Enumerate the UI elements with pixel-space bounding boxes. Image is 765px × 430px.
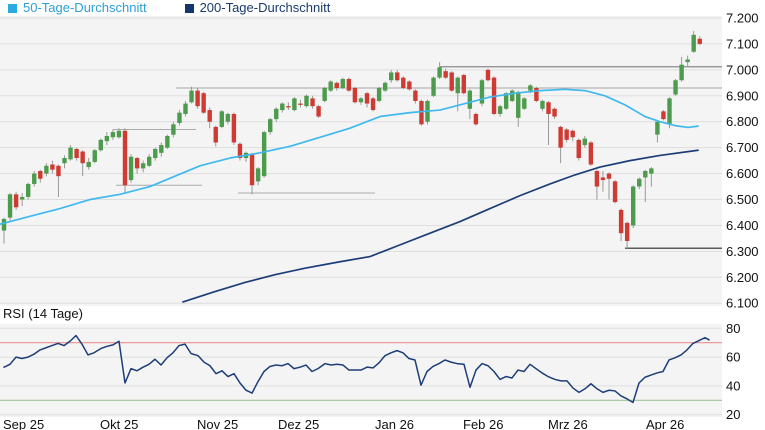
price-tick-label: 6.100 <box>726 296 759 311</box>
gridlines <box>0 17 722 416</box>
support-resistance-lines <box>113 66 722 250</box>
ma200-line <box>182 149 699 303</box>
price-tick-label: 7.100 <box>726 36 759 51</box>
month-axis-labels: Sep 25 Okt 25 Nov 25 Dez 25 Jan 26 Feb 26 Mrz … <box>3 417 684 430</box>
price-tick-label: 6.200 <box>726 270 759 285</box>
rsi-tick-label: 40 <box>726 378 740 393</box>
legend-item-ma200: 200-Tage-Durchschnitt <box>184 0 331 15</box>
price-tick-label: 7.200 <box>726 11 759 26</box>
price-tick-label: 6.800 <box>726 114 759 129</box>
ma50-line <box>0 88 699 225</box>
ma200-legend-label: 200-Tage-Durchschnitt <box>199 0 331 15</box>
month-tick-label: Jan 26 <box>375 417 414 430</box>
month-tick-label: Mrz 26 <box>548 417 588 430</box>
month-tick-label: Dez 25 <box>278 417 319 430</box>
price-tick-label: 6.500 <box>726 192 759 207</box>
month-tick-label: Nov 25 <box>197 417 238 430</box>
rsi-threshold-lines <box>0 342 722 401</box>
rsi-axis-labels: 80 60 40 20 <box>726 321 740 422</box>
price-tick-label: 6.700 <box>726 140 759 155</box>
month-tick-label: Feb 26 <box>463 417 503 430</box>
chart-legend: 50-Tage-Durchschnitt 200-Tage-Durchschni… <box>0 0 765 16</box>
rsi-tick-label: 60 <box>726 350 740 365</box>
rsi-tick-label: 80 <box>726 321 740 336</box>
price-tick-label: 6.900 <box>726 88 759 103</box>
rsi-line <box>3 334 710 404</box>
legend-item-ma50: 50-Tage-Durchschnitt <box>8 1 147 15</box>
ma50-swatch-icon <box>8 3 17 13</box>
month-tick-label: Sep 25 <box>3 417 44 430</box>
ma200-swatch-icon <box>184 3 194 13</box>
month-tick-label: Okt 25 <box>100 417 138 430</box>
rsi-panel-title: RSI (14 Tage) <box>3 306 83 321</box>
price-axis-labels: 7.200 7.100 7.000 6.900 6.800 6.700 6.600 6.500… <box>726 11 759 311</box>
candlestick-series <box>1 30 702 249</box>
ma50-legend-label: 50-Tage-Durchschnitt <box>23 0 147 15</box>
price-tick-label: 7.000 <box>726 62 759 77</box>
price-tick-label: 6.600 <box>726 166 759 181</box>
price-tick-label: 6.300 <box>726 244 759 259</box>
rsi-tick-label: 20 <box>726 407 740 422</box>
month-tick-label: Apr 26 <box>646 417 684 430</box>
price-tick-label: 6.400 <box>726 218 759 233</box>
